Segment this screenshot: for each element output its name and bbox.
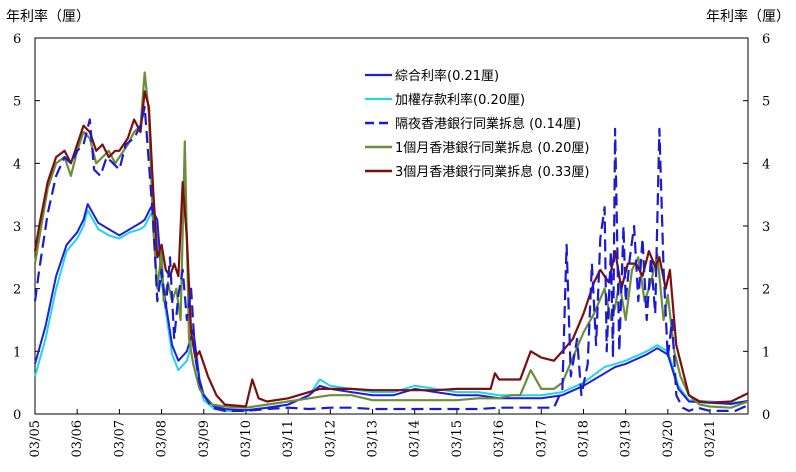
x-tick-label: 03/15 — [450, 420, 465, 457]
x-tick-label: 03/18 — [576, 420, 591, 457]
y-tick-label-left: 6 — [13, 32, 21, 47]
x-tick-label: 03/06 — [70, 420, 85, 457]
y-tick-label-right: 5 — [762, 95, 770, 110]
x-tick-label: 03/11 — [281, 420, 296, 457]
legend-label-1: 加權存款利率(0.20厘) — [395, 92, 525, 108]
y-tick-label-right: 0 — [762, 408, 770, 423]
y-tick-label-right: 3 — [762, 220, 770, 235]
y-tick-label-left: 5 — [13, 95, 21, 110]
y-tick-label-right: 6 — [762, 32, 770, 47]
y-tick-label-left: 1 — [13, 345, 21, 360]
y-tick-label-left: 0 — [13, 408, 21, 423]
series-line-4 — [33, 90, 749, 408]
y-tick-label-left: 2 — [13, 283, 21, 298]
x-tick-label: 03/10 — [239, 420, 254, 457]
y-tick-label-right: 1 — [762, 345, 770, 360]
y-axis-unit-left: 年利率（厘） — [6, 9, 90, 25]
legend-label-4: 3個月香港銀行同業拆息 (0.33厘) — [395, 164, 590, 180]
x-tick-label: 03/12 — [323, 420, 338, 457]
x-tick-label: 03/14 — [408, 420, 423, 457]
x-tick-label: 03/19 — [619, 420, 634, 457]
y-axis-unit-right: 年利率（厘） — [706, 9, 790, 25]
legend-label-2: 隔夜香港銀行同業拆息 (0.14厘) — [395, 116, 581, 132]
y-tick-label-left: 3 — [13, 220, 21, 235]
x-tick-label: 03/08 — [155, 420, 170, 457]
x-tick-label: 03/07 — [112, 420, 127, 457]
series-line-2 — [33, 105, 749, 412]
x-tick-label: 03/21 — [703, 420, 718, 457]
x-tick-label: 03/17 — [534, 420, 549, 457]
series-line-1 — [34, 209, 749, 412]
x-tick-label: 03/09 — [197, 420, 212, 457]
x-tick-label: 03/16 — [492, 420, 507, 457]
series-line-0 — [34, 203, 749, 412]
y-tick-label-left: 4 — [13, 157, 21, 172]
x-tick-label: 03/20 — [661, 420, 676, 457]
legend-label-0: 綜合利率(0.21厘) — [395, 68, 499, 84]
y-tick-label-right: 2 — [762, 283, 770, 298]
x-tick-label: 03/05 — [28, 420, 43, 457]
legend-label-3: 1個月香港銀行同業拆息 (0.20厘) — [395, 140, 590, 156]
x-tick-label: 03/13 — [366, 420, 381, 457]
y-tick-label-right: 4 — [762, 157, 770, 172]
